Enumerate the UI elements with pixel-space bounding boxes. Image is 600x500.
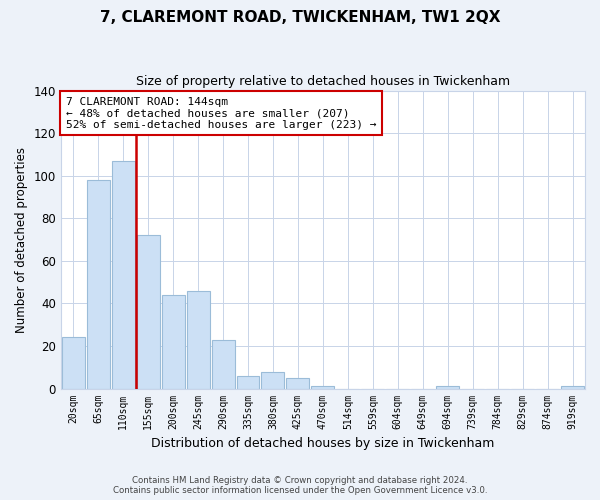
Title: Size of property relative to detached houses in Twickenham: Size of property relative to detached ho…: [136, 75, 510, 88]
Bar: [62, 338, 85, 388]
Bar: [286, 378, 310, 388]
Bar: [137, 236, 160, 388]
Bar: [236, 376, 259, 388]
Bar: [262, 372, 284, 388]
Y-axis label: Number of detached properties: Number of detached properties: [15, 146, 28, 332]
Bar: [187, 290, 209, 388]
Bar: [212, 340, 235, 388]
Bar: [311, 386, 334, 388]
Bar: [87, 180, 110, 388]
Text: Contains HM Land Registry data © Crown copyright and database right 2024.
Contai: Contains HM Land Registry data © Crown c…: [113, 476, 487, 495]
Text: 7, CLAREMONT ROAD, TWICKENHAM, TW1 2QX: 7, CLAREMONT ROAD, TWICKENHAM, TW1 2QX: [100, 10, 500, 25]
Bar: [112, 161, 134, 388]
Text: 7 CLAREMONT ROAD: 144sqm
← 48% of detached houses are smaller (207)
52% of semi-: 7 CLAREMONT ROAD: 144sqm ← 48% of detach…: [66, 96, 377, 130]
Bar: [561, 386, 584, 388]
Bar: [161, 295, 185, 388]
X-axis label: Distribution of detached houses by size in Twickenham: Distribution of detached houses by size …: [151, 437, 494, 450]
Bar: [436, 386, 459, 388]
